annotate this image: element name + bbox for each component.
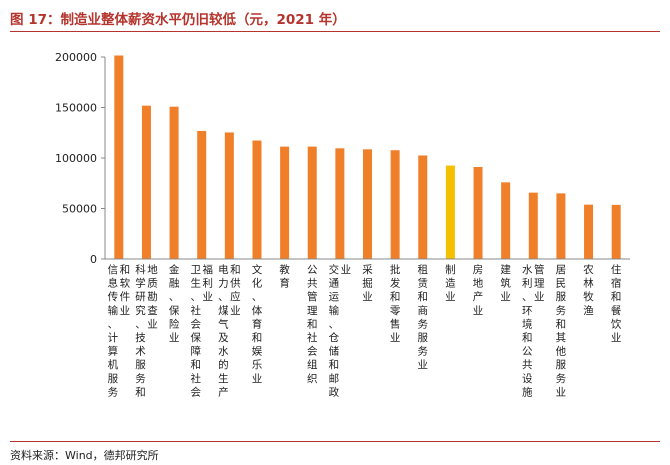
category-label: 批发和零售业 (390, 263, 401, 344)
bar (169, 106, 179, 259)
source-note: 资料来源：Wind，德邦研究所 (10, 449, 159, 462)
category-label: 交通运输、仓储和邮政业 (329, 263, 352, 398)
category-label: 居民服务和其他服务业 (556, 264, 567, 398)
bars (114, 55, 621, 259)
category-label: 水利、环境和公共设施管理业 (522, 263, 545, 398)
category-label: 金融、保险业 (169, 263, 180, 344)
category-label: 建筑业 (500, 263, 511, 303)
bar-chart: 0 50000 100000 150000 200000 信息传输、计算机服务和软件业科… (55, 51, 630, 398)
category-label: 文化、体育和娱乐业 (252, 263, 263, 385)
bar (528, 192, 538, 259)
bar (611, 204, 621, 259)
bar (556, 193, 566, 259)
bar (584, 204, 594, 259)
bar (445, 165, 455, 259)
bar (280, 146, 290, 259)
category-label: 卫生、社会保障和社会福利业 (190, 263, 213, 398)
source-divider (10, 441, 660, 442)
category-label: 科学研究、技术服务和地质勘查业 (135, 263, 158, 398)
category-label: 农林牧渔 (583, 263, 594, 317)
category-label: 信息传输、计算机服务和软件业 (108, 264, 131, 398)
bar (363, 149, 372, 259)
y-tick-label: 50000 (62, 203, 97, 216)
bar (501, 182, 511, 259)
bar (114, 55, 124, 259)
category-label: 住宿和餐饮业 (611, 263, 622, 344)
category-label: 租赁和商务服务业 (418, 263, 429, 371)
figure-title: 图 17：制造业整体薪资水平仍旧较低（元，2021 年） (10, 12, 346, 28)
bar (141, 105, 151, 259)
category-label: 房地产业 (473, 263, 484, 317)
category-label: 电力、煤气及水的生产和供应业 (218, 263, 241, 398)
category-label: 制造业 (445, 263, 456, 303)
title-divider (10, 31, 660, 32)
bar (418, 155, 428, 259)
category-label: 采掘业 (362, 264, 373, 303)
y-axis: 0 50000 100000 150000 200000 (55, 51, 106, 266)
category-labels: 信息传输、计算机服务和软件业科学研究、技术服务和地质勘查业金融、保险业卫生、社会… (108, 263, 622, 398)
bar (224, 132, 234, 259)
y-tick-label: 100000 (55, 152, 97, 165)
y-tick-label: 200000 (55, 51, 97, 64)
category-label: 教育 (279, 263, 290, 290)
category-label: 公共管理和社会组织 (307, 264, 318, 385)
y-tick-label: 0 (90, 253, 97, 266)
bar (335, 148, 345, 259)
bar (390, 150, 400, 259)
bar (307, 146, 317, 259)
bar (473, 166, 483, 259)
bar (252, 140, 262, 259)
bar (197, 130, 207, 259)
y-tick-label: 150000 (55, 102, 97, 115)
